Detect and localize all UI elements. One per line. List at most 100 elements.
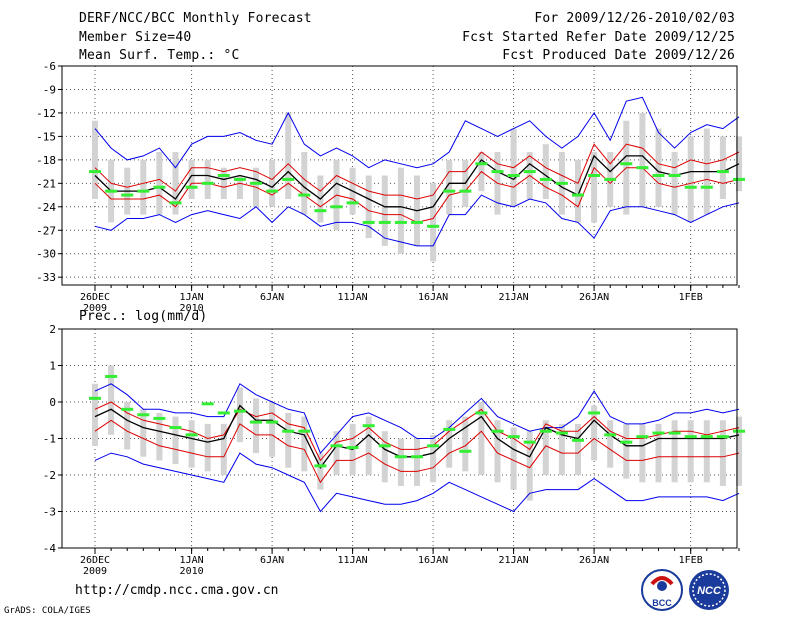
member-size-label: Member Size=40 — [79, 30, 192, 45]
ensemble-box — [253, 398, 259, 454]
ensemble-box — [623, 423, 630, 479]
ensemble-box — [462, 416, 469, 472]
observed-marker — [298, 193, 311, 197]
observed-marker — [169, 201, 182, 205]
source-url[interactable]: http://cmdp.ncc.cma.gov.cn — [75, 583, 279, 598]
observed-marker — [185, 185, 198, 189]
ensemble-box — [414, 438, 420, 486]
ensemble-box — [285, 412, 292, 468]
ensemble-box — [558, 423, 565, 475]
observed-marker — [378, 220, 391, 224]
observed-marker — [346, 446, 359, 450]
observed-marker — [733, 429, 745, 433]
observed-marker — [330, 205, 343, 209]
ensemble-box — [172, 152, 179, 215]
x-tick-label: 1JAN — [180, 292, 204, 303]
observed-marker — [733, 177, 745, 181]
observed-marker — [459, 189, 472, 193]
observed-marker — [346, 201, 359, 205]
observed-marker — [555, 181, 568, 185]
observed-marker — [105, 189, 118, 193]
observed-marker — [330, 444, 343, 448]
ensemble-box — [140, 409, 147, 457]
observed-marker — [523, 170, 536, 174]
ensemble-box — [204, 159, 211, 199]
ensemble-box — [220, 423, 227, 475]
observed-marker — [443, 189, 456, 193]
ensemble-box — [301, 152, 308, 215]
ensemble-box — [687, 136, 694, 223]
y-tick-label: -2 — [43, 469, 56, 482]
y-tick-label: -21 — [36, 177, 56, 190]
ensemble-box — [220, 167, 227, 199]
forecast-period: For 2009/12/26-2010/02/03 — [534, 11, 735, 26]
observed-marker — [394, 220, 407, 224]
observed-marker — [266, 420, 279, 424]
x-tick-label: 26JAN — [579, 555, 609, 566]
x-tick-year-label: 2009 — [83, 566, 107, 577]
ensemble-box — [397, 438, 404, 486]
y-tick-label: -3 — [43, 506, 56, 519]
observed-marker — [443, 427, 456, 431]
ensemble-mean-line — [94, 154, 740, 212]
observed-marker — [636, 435, 649, 439]
ensemble-box — [430, 434, 437, 483]
temperature-variable-label: Mean Surf. Temp.: °C — [79, 48, 240, 63]
observed-marker — [185, 433, 198, 437]
y-tick-label: 2 — [49, 323, 56, 336]
observed-marker — [266, 189, 279, 193]
y-tick-label: -12 — [36, 107, 56, 120]
ensemble-box — [397, 167, 404, 254]
x-tick-year-label: 2010 — [180, 303, 204, 314]
y-tick-label: -30 — [36, 248, 56, 261]
x-tick-label: 16JAN — [418, 292, 448, 303]
ensemble-box — [446, 159, 453, 215]
observed-marker — [411, 220, 423, 224]
observed-marker — [491, 170, 504, 174]
ensemble-box — [591, 405, 598, 461]
x-tick-year-label: 2010 — [180, 566, 204, 577]
y-tick-label: -1 — [43, 433, 56, 446]
ensemble-box — [301, 416, 308, 472]
observed-marker — [378, 444, 391, 448]
ensemble-box — [719, 136, 726, 199]
x-tick-label: 21JAN — [499, 555, 529, 566]
x-tick-label: 1FEB — [679, 292, 703, 303]
ensemble-box — [156, 412, 163, 461]
ensemble-box — [655, 423, 662, 483]
y-tick-label: -6 — [43, 60, 56, 73]
bcc-logo: BCC — [641, 569, 683, 611]
x-tick-label: 1JAN — [180, 555, 204, 566]
observed-marker — [539, 429, 552, 433]
y-tick-label: 1 — [49, 360, 56, 373]
observed-marker — [427, 444, 440, 448]
observed-marker — [201, 181, 214, 185]
plot-frame — [61, 65, 738, 286]
x-tick-label: 16JAN — [418, 555, 448, 566]
ensemble-box — [124, 402, 131, 450]
ensemble-box — [269, 159, 276, 207]
ensemble-box — [510, 427, 517, 490]
ensemble-box — [687, 420, 694, 483]
observed-marker — [588, 411, 601, 415]
observed-marker — [298, 429, 311, 433]
ensemble-box — [671, 152, 678, 215]
ensemble-box — [92, 120, 98, 199]
ensemble-box — [478, 402, 485, 475]
observed-marker — [282, 177, 295, 181]
observed-marker — [362, 424, 375, 428]
observed-marker — [684, 435, 697, 439]
ensemble-box — [575, 423, 581, 475]
observed-marker — [314, 209, 327, 213]
observed-marker — [475, 411, 488, 415]
envelope-min-line — [94, 452, 740, 513]
observed-marker — [700, 185, 713, 189]
observed-marker — [459, 449, 472, 453]
x-tick-label: 26DEC — [80, 555, 110, 566]
grads-credit: GrADS: COLA/IGES — [4, 606, 91, 616]
envelope-max-line — [94, 96, 740, 169]
x-tick-label: 21JAN — [499, 292, 529, 303]
envelope-max-line — [94, 383, 740, 455]
